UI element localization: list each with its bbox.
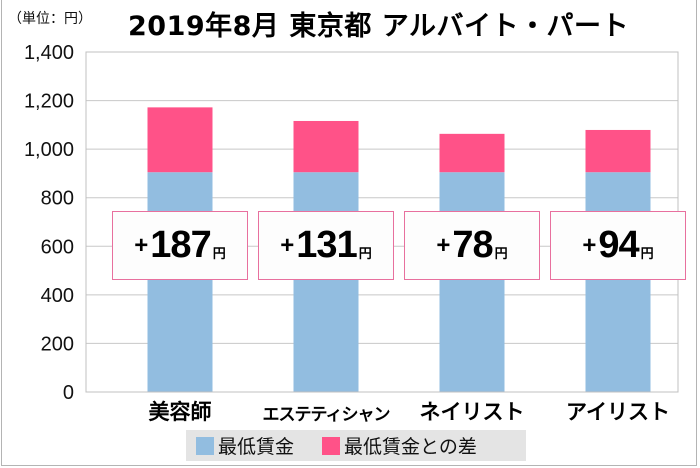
legend: 最低賃金 最低賃金との差 [186,430,526,461]
y-tick-label: 600 [41,236,74,258]
bar-min-wage [293,172,359,392]
difference-annotation-box: +94 円 [550,211,686,280]
bar-difference [147,107,213,173]
annotation-unit: 円 [358,247,372,262]
difference-annotation-box: +78 円 [404,211,540,280]
annotation-value: 131 [296,224,357,266]
difference-annotation-box: +131 円 [258,211,394,280]
legend-label-difference: 最低賃金との差 [344,436,477,458]
annotation-plus: + [280,231,295,259]
annotation-unit: 円 [640,247,654,262]
unit-label: （単位：円） [8,11,92,27]
annotation-value: 94 [598,224,639,266]
x-category-label: ネイリスト [419,400,525,424]
bar-difference [439,133,505,173]
y-tick-label: 0 [63,382,74,404]
legend-swatch-min-wage [196,436,214,455]
y-tick-label: 800 [41,188,74,210]
annotation-value: 187 [150,224,211,266]
annotation-unit: 円 [212,247,226,262]
chart-title: 2019年8月 東京都 アルバイト・パート [128,11,629,42]
y-tick-label: 1,400 [24,42,74,64]
x-category-label: アイリスト [566,400,670,424]
y-tick-label: 200 [41,333,74,355]
annotation-plus: + [582,231,597,259]
bar-min-wage [147,172,213,392]
legend-swatch-difference [322,436,341,455]
y-tick-label: 400 [41,285,74,307]
y-tick-label: 1,000 [24,139,74,161]
bar-min-wage [439,172,505,392]
annotation-unit: 円 [494,247,508,262]
bar-min-wage [585,172,651,392]
legend-label-min-wage: 最低賃金 [218,436,295,458]
x-category-label: 美容師 [148,400,212,424]
annotation-plus: + [436,231,451,259]
x-category-label: エステティシャン [262,405,391,425]
difference-annotation-box: +187 円 [112,211,248,280]
annotation-plus: + [134,231,149,259]
annotation-value: 78 [452,224,493,266]
y-tick-label: 1,200 [24,91,74,113]
bar-difference [293,120,359,173]
bar-difference [585,129,651,173]
